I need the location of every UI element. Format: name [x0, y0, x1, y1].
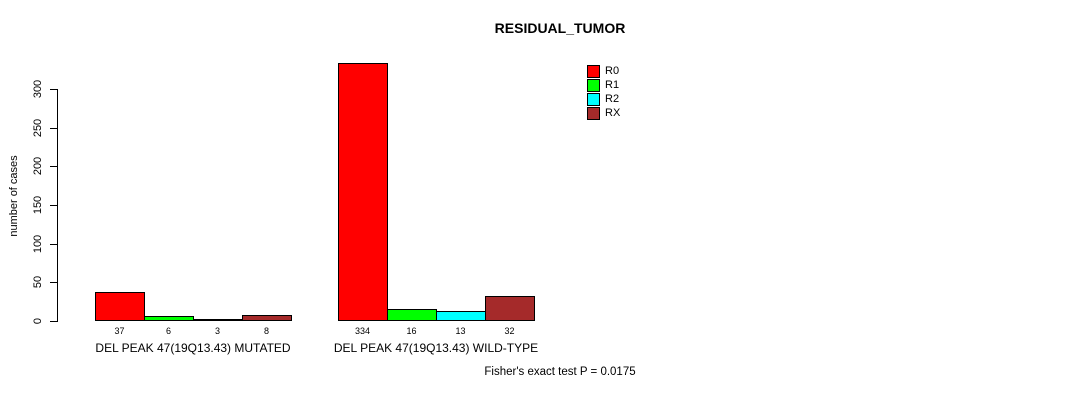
- fisher-test-annotation: Fisher's exact test P = 0.0175: [484, 366, 636, 378]
- legend: R0 R1 R2 RX: [587, 64, 620, 120]
- legend-swatch-r2: [587, 92, 600, 106]
- legend-label: R1: [605, 79, 620, 91]
- bar-value-label: 13: [455, 326, 466, 336]
- bar-value-label: 16: [406, 326, 417, 336]
- bar-r0-group2: [338, 63, 388, 321]
- category-label: DEL PEAK 47(19Q13.43) MUTATED: [95, 341, 291, 355]
- y-tick-mark: [50, 89, 57, 90]
- y-tick-mark: [50, 127, 57, 129]
- y-tick-mark: [50, 321, 57, 322]
- y-tick-label: 150: [32, 195, 44, 215]
- y-tick-label: 0: [32, 317, 44, 325]
- bar-value-label: 334: [354, 326, 371, 336]
- bar-value-label: 6: [165, 326, 172, 336]
- bar-rx-group2: [485, 296, 535, 321]
- legend-swatch-r0: [587, 64, 600, 78]
- y-tick-label: 100: [32, 234, 44, 253]
- chart-title: RESIDUAL_TUMOR: [494, 20, 626, 36]
- bar-rx-group1: [242, 315, 292, 321]
- bar-value-label: 3: [214, 326, 221, 336]
- y-axis-label: number of cases: [8, 155, 20, 237]
- legend-row-r1: R1: [587, 78, 620, 92]
- legend-row-rx: RX: [587, 106, 620, 120]
- bar-value-label: 32: [504, 326, 515, 336]
- y-axis: [57, 89, 58, 322]
- bar-r2-group1: [193, 319, 243, 321]
- legend-label: R2: [605, 93, 620, 105]
- bar-r1-group2: [387, 309, 437, 321]
- y-tick-label: 250: [32, 118, 44, 137]
- y-tick-label: 200: [32, 157, 44, 176]
- bar-r1-group1: [144, 316, 194, 321]
- y-tick-mark: [50, 282, 57, 284]
- y-tick-label: 300: [32, 79, 44, 99]
- bar-value-label: 8: [263, 326, 270, 336]
- legend-row-r2: R2: [587, 92, 620, 106]
- legend-label: R0: [605, 65, 620, 77]
- y-tick-mark: [50, 166, 57, 168]
- category-label: DEL PEAK 47(19Q13.43) WILD-TYPE: [333, 341, 539, 355]
- legend-swatch-rx: [587, 106, 600, 120]
- y-tick-mark: [50, 243, 57, 245]
- legend-row-r0: R0: [587, 64, 620, 78]
- bar-r2-group2: [436, 311, 486, 321]
- y-tick-label: 50: [32, 276, 44, 289]
- bar-r0-group1: [95, 292, 145, 321]
- legend-label: RX: [605, 107, 621, 119]
- y-tick-mark: [50, 205, 57, 206]
- bar-value-label: 37: [114, 326, 125, 336]
- legend-swatch-r1: [587, 78, 600, 92]
